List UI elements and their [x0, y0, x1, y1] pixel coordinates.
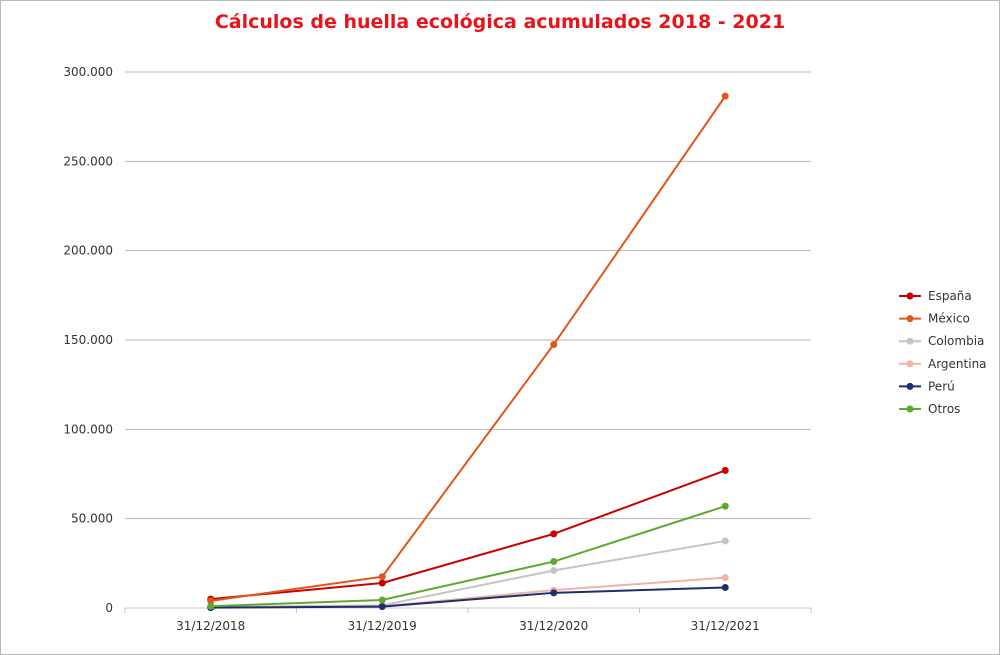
data-point: [721, 583, 729, 591]
data-point: [721, 537, 729, 545]
x-tick-label: 31/12/2021: [691, 619, 760, 633]
data-point: [207, 597, 215, 605]
legend-entry: Colombia: [899, 334, 984, 348]
legend-marker: [906, 405, 914, 413]
data-point: [721, 466, 729, 474]
legend-label: España: [928, 289, 972, 303]
y-tick-label: 50.000: [71, 512, 113, 526]
legend-entry: Otros: [899, 402, 960, 416]
gridlines: [125, 71, 811, 609]
legend-label: Colombia: [928, 334, 984, 348]
series-line: [210, 95, 727, 602]
data-point: [550, 558, 558, 566]
data-point: [721, 92, 729, 100]
legend-marker: [906, 360, 914, 368]
y-tick-label: 200.000: [63, 244, 113, 258]
x-tick-label: 31/12/2020: [519, 619, 588, 633]
series-line: [210, 469, 726, 601]
series-line: [210, 505, 726, 608]
x-axis-ticks: 31/12/2018 31/12/2019 31/12/2020 31/12/2021: [124, 608, 812, 633]
series-peru: [207, 583, 729, 612]
data-point: [721, 502, 729, 510]
legend-label: Argentina: [928, 357, 987, 371]
legend-marker: [906, 337, 914, 345]
legend-label: Otros: [928, 402, 960, 416]
legend-marker: [906, 382, 914, 390]
series-line: [210, 586, 726, 609]
y-tick-label: 100.000: [63, 422, 113, 436]
legend: España México Colombia Argentina Perú Otros: [899, 289, 987, 416]
x-tick-label: 31/12/2018: [176, 619, 245, 633]
y-tick-label: 0: [105, 601, 113, 615]
x-tick-label: 31/12/2019: [348, 619, 417, 633]
data-point: [378, 579, 386, 587]
data-point: [721, 574, 729, 582]
legend-marker: [906, 315, 914, 323]
data-point: [378, 573, 386, 581]
data-point: [550, 530, 558, 538]
data-point: [378, 603, 386, 611]
legend-label: México: [928, 312, 970, 326]
data-point: [378, 596, 386, 604]
data-point: [550, 566, 558, 574]
chart-title: Cálculos de huella ecológica acumulados …: [214, 11, 786, 33]
legend-entry: España: [899, 289, 972, 303]
series-mexico: [207, 92, 729, 605]
y-tick-label: 250.000: [63, 154, 113, 168]
legend-entry: Argentina: [899, 357, 987, 371]
legend-entry: Perú: [899, 379, 955, 393]
data-point: [550, 589, 558, 597]
data-point: [207, 602, 215, 610]
data-point: [550, 340, 558, 348]
legend-marker: [906, 292, 914, 300]
legend-entry: México: [899, 312, 970, 326]
y-tick-label: 150.000: [63, 333, 113, 347]
legend-label: Perú: [928, 379, 955, 393]
y-tick-label: 300.000: [63, 65, 113, 79]
y-axis-ticks: 0 50.000 100.000 150.000 200.000 250.000 300.0…: [63, 65, 113, 615]
series: [207, 92, 729, 612]
series-otros: [207, 502, 729, 610]
